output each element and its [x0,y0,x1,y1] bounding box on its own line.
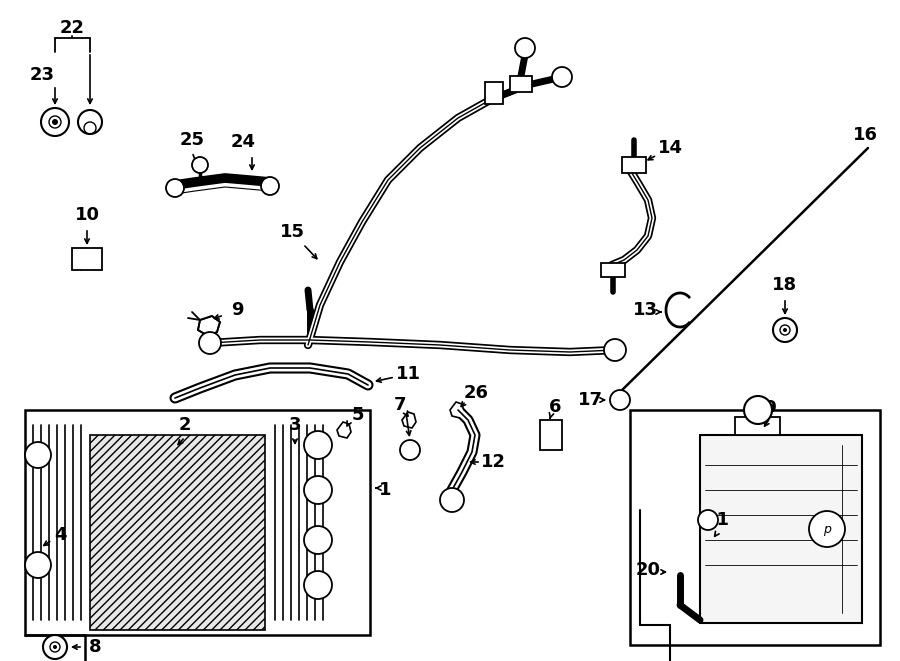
Circle shape [304,526,332,554]
Text: 18: 18 [772,276,797,294]
Text: 3: 3 [289,416,302,434]
Bar [700,435,862,623]
Circle shape [515,38,535,58]
Bar [72,248,102,270]
Circle shape [698,510,718,530]
Text: 21: 21 [705,511,730,529]
Text: 8: 8 [89,638,102,656]
Circle shape [783,328,787,332]
Circle shape [199,332,221,354]
Polygon shape [402,412,416,428]
Circle shape [25,442,51,468]
Text: 23: 23 [30,66,55,84]
Bar [622,157,646,173]
Text: 4: 4 [54,526,67,544]
Circle shape [166,179,184,197]
Text: 10: 10 [75,206,100,224]
Circle shape [43,635,67,659]
Circle shape [744,396,772,424]
Bar [25,410,370,635]
Circle shape [610,390,630,410]
Circle shape [25,552,51,578]
Text: 14: 14 [658,139,682,157]
Circle shape [773,318,797,342]
Text: 13: 13 [633,301,658,319]
Text: 2: 2 [179,416,191,434]
Text: 25: 25 [179,131,204,149]
Circle shape [49,116,61,128]
Circle shape [552,67,572,87]
Text: 9: 9 [230,301,243,319]
Circle shape [604,339,626,361]
Circle shape [52,119,58,125]
Bar [735,417,780,435]
Bar [540,420,562,450]
Bar [90,435,265,630]
Text: 17: 17 [578,391,602,409]
Circle shape [261,177,279,195]
Text: 15: 15 [280,223,304,241]
Circle shape [780,325,790,335]
Text: 24: 24 [230,133,256,151]
Circle shape [41,108,69,136]
Text: p: p [824,522,831,535]
Polygon shape [198,316,220,336]
Circle shape [400,440,420,460]
Text: 26: 26 [464,384,489,402]
Text: 22: 22 [59,19,85,37]
Circle shape [809,511,845,547]
Text: 1: 1 [379,481,392,499]
Bar [510,76,532,92]
Text: 16: 16 [852,126,878,144]
Polygon shape [450,402,464,418]
Text: 11: 11 [395,365,420,383]
Text: 7: 7 [394,396,406,414]
Bar [485,82,503,104]
Bar [630,410,880,645]
Circle shape [192,157,208,173]
Text: 6: 6 [549,398,562,416]
Text: 5: 5 [352,406,365,424]
Bar [601,263,625,277]
Polygon shape [337,422,351,438]
Text: 20: 20 [635,561,661,579]
Text: 12: 12 [481,453,506,471]
Circle shape [50,642,60,652]
Text: 19: 19 [752,399,778,417]
Circle shape [53,645,57,649]
Circle shape [440,488,464,512]
Circle shape [304,571,332,599]
Circle shape [78,110,102,134]
Circle shape [304,431,332,459]
Circle shape [304,476,332,504]
